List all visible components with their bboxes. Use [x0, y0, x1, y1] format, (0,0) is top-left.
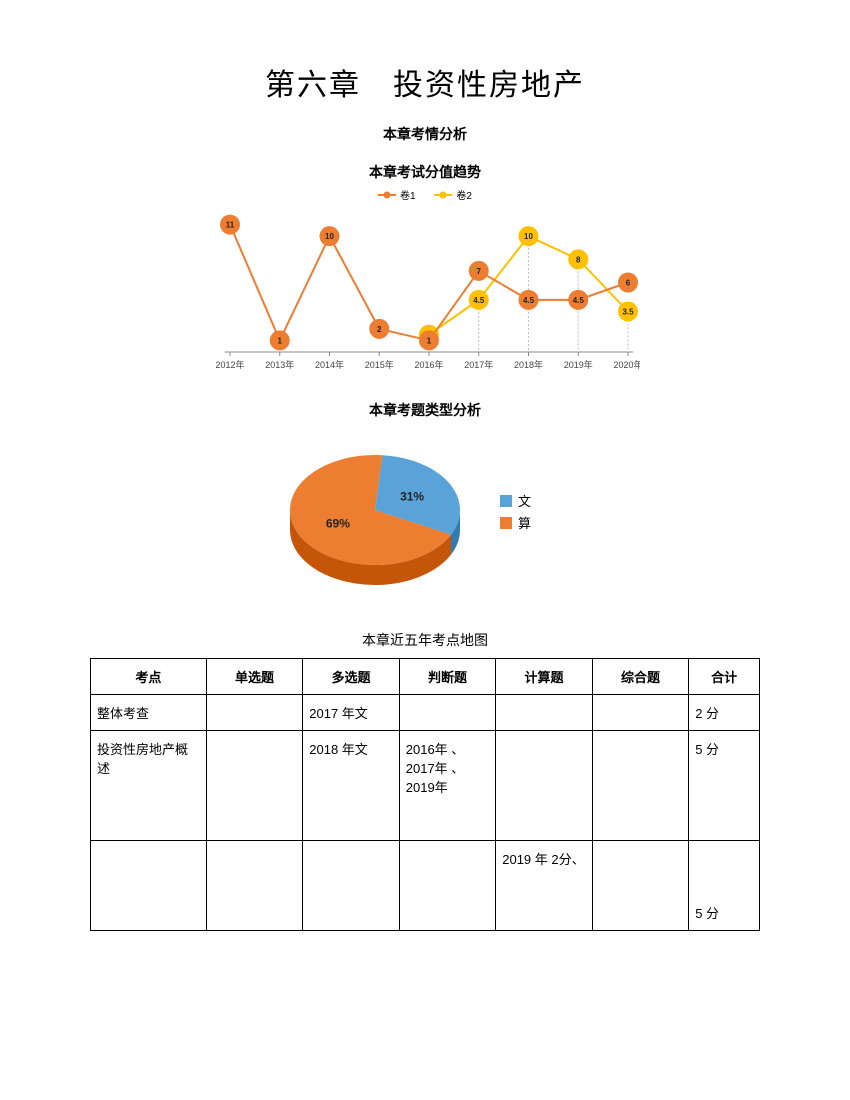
line-chart-svg: 2012年 2013年 2014年 2015年 2016年 2017年 2018年 2019年…: [210, 205, 640, 380]
line-chart-legend: 卷1 卷2: [210, 187, 640, 202]
cell-jisuan: [496, 695, 592, 731]
svg-text:2013年: 2013年: [265, 359, 294, 370]
line-chart-region: 本章考试分值趋势 卷1 卷2 2012年 2013年 2014年 2015年 2016年…: [210, 162, 640, 385]
svg-text:4.5: 4.5: [573, 296, 585, 305]
cell-kaodian: [91, 841, 207, 931]
cell-jisuan: 2019 年 2分、: [496, 841, 592, 931]
svg-text:31%: 31%: [400, 490, 424, 504]
svg-text:10: 10: [325, 232, 334, 241]
svg-text:3.5: 3.5: [622, 307, 634, 316]
table-title: 本章近五年考点地图: [90, 630, 760, 650]
cell-heji: 5 分: [689, 731, 760, 841]
line-chart-title: 本章考试分值趋势: [210, 162, 640, 182]
svg-text:4.5: 4.5: [473, 296, 485, 305]
pie-chart-title: 本章考题类型分析: [245, 400, 605, 420]
svg-text:1: 1: [427, 336, 432, 345]
svg-text:2020年: 2020年: [613, 359, 640, 370]
svg-text:2017年: 2017年: [464, 359, 493, 370]
cell-duoxuan: 2017 年文: [303, 695, 399, 731]
svg-text:10: 10: [524, 232, 533, 241]
cell-heji: 2 分: [689, 695, 760, 731]
svg-text:2018年: 2018年: [514, 359, 543, 370]
cell-danxuan: [206, 695, 302, 731]
th-duoxuan: 多选题: [303, 659, 399, 695]
legend-swatch-1: [378, 194, 396, 196]
pie-chart-svg: 31% 69% 文算: [245, 430, 605, 600]
th-heji: 合计: [689, 659, 760, 695]
legend-label-2: 卷2: [456, 187, 472, 202]
svg-text:11: 11: [226, 221, 235, 230]
cell-duoxuan: 2018 年文: [303, 731, 399, 841]
cell-zonghe: [592, 841, 688, 931]
svg-text:2: 2: [377, 325, 382, 334]
table-row: 整体考查 2017 年文 2 分: [91, 695, 760, 731]
legend-label-1: 卷1: [400, 187, 416, 202]
cell-danxuan: [206, 731, 302, 841]
th-panduan: 判断题: [399, 659, 495, 695]
svg-text:8: 8: [576, 255, 581, 264]
svg-text:2015年: 2015年: [365, 359, 394, 370]
cell-kaodian: 投资性房地产概述: [91, 731, 207, 841]
svg-text:2019年: 2019年: [564, 359, 593, 370]
svg-text:2012年: 2012年: [215, 359, 244, 370]
pie-chart-region: 本章考题类型分析 31% 69% 文算: [245, 400, 605, 600]
th-kaodian: 考点: [91, 659, 207, 695]
svg-text:69%: 69%: [326, 516, 350, 530]
svg-text:1: 1: [278, 336, 283, 345]
cell-duoxuan: [303, 841, 399, 931]
cell-kaodian: 整体考查: [91, 695, 207, 731]
legend-swatch-2: [434, 194, 452, 196]
svg-text:6: 6: [626, 279, 631, 288]
cell-panduan: [399, 695, 495, 731]
exam-points-table: 考点 单选题 多选题 判断题 计算题 综合题 合计 整体考查 2017 年文 2 分…: [90, 658, 760, 931]
svg-text:7: 7: [477, 267, 482, 276]
th-danxuan: 单选题: [206, 659, 302, 695]
subtitle: 本章考情分析: [90, 124, 760, 144]
svg-text:2014年: 2014年: [315, 359, 344, 370]
table-row: 2019 年 2分、 5 分: [91, 841, 760, 931]
svg-text:2016年: 2016年: [414, 359, 443, 370]
cell-zonghe: [592, 695, 688, 731]
svg-text:4.5: 4.5: [523, 296, 535, 305]
th-jisuan: 计算题: [496, 659, 592, 695]
cell-panduan: [399, 841, 495, 931]
cell-jisuan: [496, 731, 592, 841]
th-zonghe: 综合题: [592, 659, 688, 695]
cell-heji: 5 分: [689, 841, 760, 931]
table-header-row: 考点 单选题 多选题 判断题 计算题 综合题 合计: [91, 659, 760, 695]
svg-text:算: 算: [518, 516, 531, 531]
table-row: 投资性房地产概述 2018 年文2016年 、2017年 、2019年 5 分: [91, 731, 760, 841]
svg-text:文: 文: [518, 494, 531, 509]
page-title: 第六章 投资性房地产: [90, 60, 760, 104]
cell-danxuan: [206, 841, 302, 931]
cell-zonghe: [592, 731, 688, 841]
cell-panduan: 2016年 、2017年 、2019年: [399, 731, 495, 841]
